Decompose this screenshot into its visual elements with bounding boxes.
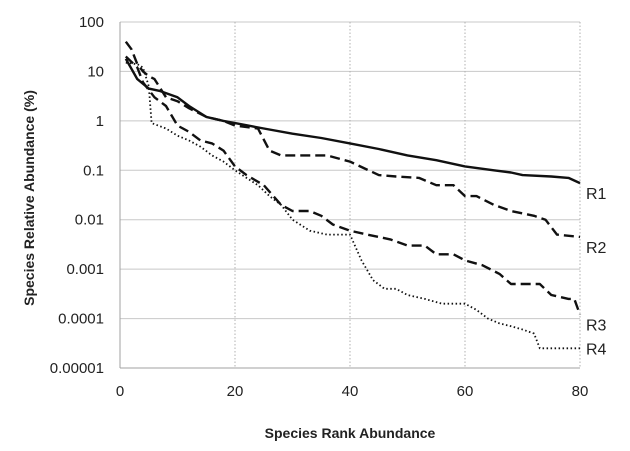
y-tick-label: 0.01: [75, 212, 104, 229]
x-tick-label: 80: [572, 383, 589, 400]
y-tick-label: 0.00001: [50, 360, 104, 377]
x-tick-label: 40: [342, 383, 359, 400]
series-line-r1: [124, 58, 581, 185]
y-axis-title: Species Relative Abundance (%): [21, 90, 37, 306]
series-label-r2: R2: [586, 240, 607, 257]
y-tick-label: 1: [96, 113, 104, 130]
y-tick-label: 0.0001: [58, 311, 104, 328]
y-tick-label: 10: [87, 63, 104, 80]
x-tick-label: 0: [116, 383, 124, 400]
series-label-r3: R3: [586, 318, 607, 335]
x-tick-label: 20: [227, 383, 244, 400]
series-line-r2: [124, 40, 581, 239]
y-tick-label: 0.001: [66, 261, 104, 278]
x-axis-title: Species Rank Abundance: [265, 425, 436, 441]
x-tick-label: 60: [457, 383, 474, 400]
y-tick-label: 0.1: [83, 162, 104, 179]
series-line-r4: [125, 61, 580, 350]
series-label-r1: R1: [586, 186, 607, 203]
series-line-r3: [124, 55, 582, 316]
y-tick-label: 100: [79, 14, 104, 31]
series-label-r4: R4: [586, 341, 607, 358]
